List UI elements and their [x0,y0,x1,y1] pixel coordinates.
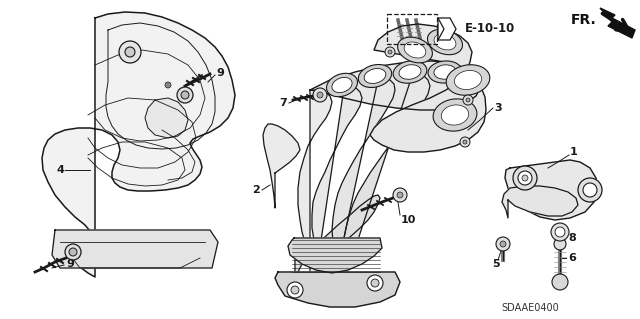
Circle shape [555,227,565,237]
Circle shape [578,178,602,202]
Ellipse shape [397,37,433,63]
Text: 8: 8 [568,233,576,243]
Ellipse shape [404,42,426,58]
Polygon shape [263,124,300,208]
Text: 6: 6 [568,253,576,263]
Ellipse shape [399,65,421,79]
Ellipse shape [358,64,392,87]
Circle shape [291,286,299,294]
Circle shape [522,175,528,181]
Ellipse shape [428,29,463,55]
Text: 1: 1 [570,147,578,157]
Polygon shape [310,61,480,110]
Text: 4: 4 [56,165,64,175]
Circle shape [552,274,568,290]
Circle shape [513,166,537,190]
Circle shape [385,47,395,57]
Polygon shape [505,160,598,220]
Text: 10: 10 [400,215,416,225]
Circle shape [388,50,392,54]
Polygon shape [298,90,332,280]
Circle shape [69,248,77,256]
Ellipse shape [364,69,386,84]
Ellipse shape [393,61,427,83]
Circle shape [397,192,403,198]
Ellipse shape [332,78,352,93]
Circle shape [165,82,171,88]
Circle shape [518,171,532,185]
Circle shape [583,183,597,197]
Text: FR.: FR. [570,13,596,27]
Polygon shape [370,24,486,152]
Circle shape [463,95,473,105]
Text: 9: 9 [66,259,74,269]
Circle shape [496,237,510,251]
Text: 7: 7 [279,98,287,108]
Circle shape [466,98,470,102]
Polygon shape [502,186,578,218]
Circle shape [367,275,383,291]
Circle shape [65,244,81,260]
Circle shape [119,41,141,63]
Text: 3: 3 [494,103,502,113]
Ellipse shape [446,65,490,95]
Text: 5: 5 [492,259,500,269]
Polygon shape [332,78,395,284]
Ellipse shape [434,34,456,50]
Text: 9: 9 [216,68,224,78]
Polygon shape [275,272,400,307]
Text: SDAAE0400: SDAAE0400 [501,303,559,313]
Polygon shape [600,8,635,38]
Ellipse shape [454,70,482,90]
Circle shape [371,279,379,287]
Circle shape [551,223,569,241]
Polygon shape [295,195,380,278]
Circle shape [500,241,506,247]
Polygon shape [52,230,218,268]
Circle shape [177,87,193,103]
Circle shape [463,140,467,144]
Ellipse shape [434,65,456,79]
Circle shape [460,137,470,147]
Polygon shape [312,86,362,287]
Polygon shape [145,98,188,138]
Circle shape [393,188,407,202]
Circle shape [181,91,189,99]
Circle shape [125,47,135,57]
Circle shape [554,238,566,250]
Polygon shape [42,12,235,277]
Ellipse shape [326,73,358,97]
Circle shape [317,92,323,98]
Polygon shape [288,238,382,273]
Text: 2: 2 [252,185,260,195]
Circle shape [313,88,327,102]
Ellipse shape [442,105,468,125]
Circle shape [287,282,303,298]
Ellipse shape [428,61,462,83]
Ellipse shape [433,99,477,131]
Text: E-10-10: E-10-10 [465,23,515,35]
Polygon shape [438,18,456,40]
Polygon shape [339,74,430,282]
